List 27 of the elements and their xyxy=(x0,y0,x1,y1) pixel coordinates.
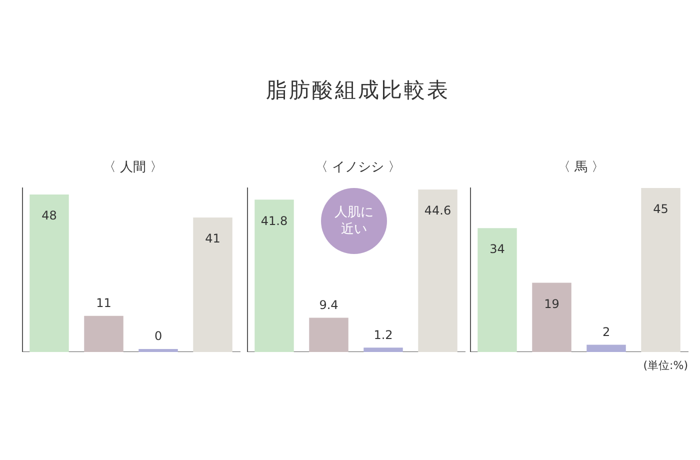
data-label: 9.4 xyxy=(319,298,338,312)
chart-title: 脂肪酸組成比較表 xyxy=(265,77,451,104)
bar xyxy=(254,200,294,352)
bar xyxy=(418,189,458,352)
bar xyxy=(309,318,348,352)
data-label: 1.2 xyxy=(374,328,393,342)
chart-subtitle: 〈 イノシシ 〉 xyxy=(314,159,402,177)
data-label: 19 xyxy=(544,296,560,311)
annotation: 人肌に近い xyxy=(334,204,374,238)
chart-subtitle: 〈 人間 〉 xyxy=(102,159,164,177)
bar xyxy=(532,282,572,352)
data-label: 48 xyxy=(42,208,57,223)
circle-badge: 人肌に近い xyxy=(321,188,387,254)
data-label: 0 xyxy=(154,329,162,344)
data-label: 41.8 xyxy=(260,214,288,228)
data-label: 34 xyxy=(490,242,505,256)
data-label: 11 xyxy=(96,296,112,310)
data-label: 44.6 xyxy=(424,204,452,218)
data-label: 41 xyxy=(205,232,220,246)
bar xyxy=(478,228,517,352)
bar xyxy=(586,344,626,352)
bar xyxy=(364,348,403,352)
bar xyxy=(641,188,680,352)
data-label: 2 xyxy=(602,324,610,339)
text: (単位:%) xyxy=(643,358,688,373)
chart-subtitle: 〈 馬 〉 xyxy=(556,159,606,177)
data-label: 45 xyxy=(653,202,668,216)
